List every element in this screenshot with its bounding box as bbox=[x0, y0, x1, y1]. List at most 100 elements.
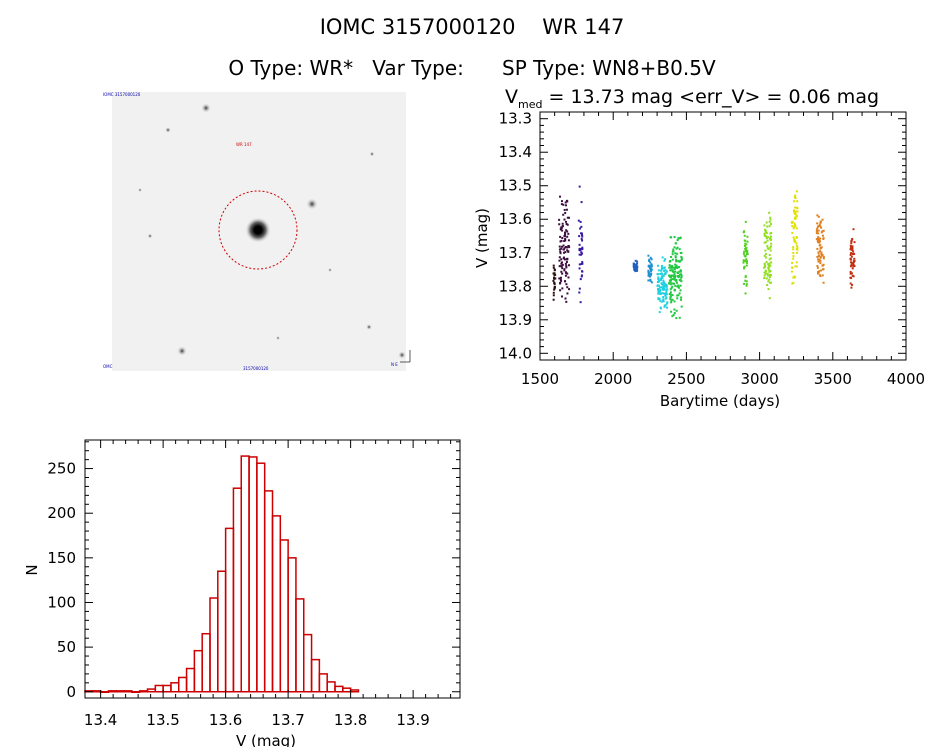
lightcurve-point bbox=[792, 276, 795, 279]
histogram-bar bbox=[232, 487, 242, 693]
lightcurve-point bbox=[663, 259, 666, 262]
lightcurve-point bbox=[649, 279, 652, 282]
lightcurve-point bbox=[821, 274, 824, 277]
lightcurve-point bbox=[578, 263, 581, 266]
lightcurve-point bbox=[559, 282, 562, 285]
lightcurve-point bbox=[822, 281, 825, 284]
lightcurve-point bbox=[852, 252, 855, 255]
lightcurve-point bbox=[560, 247, 563, 250]
lightcurve-point bbox=[659, 299, 662, 302]
lightcurve-point bbox=[674, 263, 677, 266]
lightcurve-point bbox=[793, 239, 796, 242]
lightcurve-point bbox=[763, 262, 766, 265]
lightcurve-point bbox=[746, 235, 749, 238]
lightcurve-point bbox=[553, 272, 556, 275]
lightcurve-point bbox=[743, 265, 746, 268]
lightcurve-point bbox=[744, 254, 747, 257]
lightcurve-x-axis-label: Barytime (days) bbox=[660, 392, 780, 410]
lightcurve-point bbox=[850, 272, 853, 275]
lightcurve-point bbox=[819, 224, 822, 227]
lightcurve-point bbox=[765, 277, 768, 280]
lightcurve-point bbox=[767, 288, 770, 291]
lightcurve-point bbox=[552, 291, 555, 294]
lightcurve-point bbox=[647, 254, 650, 257]
lightcurve-point bbox=[794, 225, 797, 228]
lightcurve-point bbox=[669, 283, 672, 286]
lightcurve-point bbox=[634, 266, 637, 269]
lightcurve-point bbox=[766, 245, 769, 248]
lightcurve-point bbox=[559, 235, 562, 238]
lightcurve-x-tick-label: 3000 bbox=[741, 370, 779, 388]
lightcurve-point bbox=[670, 269, 673, 272]
sky-image: IOMC 3157000120 WR 147 3157000120 OMC N … bbox=[103, 92, 411, 371]
lightcurve-point bbox=[581, 252, 584, 255]
lightcurve-point bbox=[822, 263, 825, 266]
lightcurve-point bbox=[581, 239, 584, 242]
lightcurve-point bbox=[675, 258, 678, 261]
lightcurve-point bbox=[665, 286, 668, 289]
lightcurve-point bbox=[649, 266, 652, 269]
histogram-bar bbox=[318, 673, 328, 693]
lightcurve-point bbox=[821, 230, 824, 233]
lightcurve-point bbox=[742, 260, 745, 263]
aperture-circle bbox=[218, 190, 298, 270]
lightcurve-point bbox=[560, 261, 563, 264]
lightcurve-point bbox=[794, 240, 797, 243]
lightcurve-point bbox=[562, 213, 565, 216]
lightcurve-point bbox=[660, 269, 663, 272]
lightcurve-point bbox=[657, 279, 660, 282]
lightcurve-point bbox=[672, 248, 675, 251]
lightcurve-point bbox=[662, 298, 665, 301]
lightcurve-point bbox=[580, 201, 583, 204]
lightcurve-point bbox=[567, 250, 570, 253]
magnitude-stats: Vmed = 13.73 mag <err_V> = 0.06 mag bbox=[505, 86, 879, 111]
lightcurve-point bbox=[679, 259, 682, 262]
lightcurve-point bbox=[817, 229, 820, 232]
lightcurve-x-tick-label: 1500 bbox=[521, 370, 559, 388]
histogram-bar bbox=[303, 633, 313, 693]
lightcurve-point bbox=[656, 264, 659, 267]
lightcurve-x-tick-label: 2000 bbox=[594, 370, 632, 388]
lightcurve-point bbox=[853, 241, 856, 244]
histogram-bar bbox=[209, 597, 219, 693]
lightcurve-point bbox=[819, 259, 822, 262]
lightcurve-point bbox=[672, 278, 675, 281]
lightcurve-point bbox=[675, 247, 678, 250]
lightcurve-point bbox=[559, 289, 562, 292]
lightcurve-point bbox=[744, 292, 747, 295]
lightcurve-point bbox=[849, 261, 852, 264]
histogram-bar bbox=[146, 688, 157, 693]
lightcurve-point bbox=[849, 253, 852, 256]
lightcurve-point bbox=[669, 265, 672, 268]
lightcurve-point bbox=[670, 286, 673, 289]
lightcurve-point bbox=[792, 210, 795, 213]
lightcurve-point bbox=[578, 243, 581, 246]
lightcurve-point bbox=[649, 267, 652, 270]
histogram-x-tick-label: 13.6 bbox=[209, 711, 242, 729]
lightcurve-point bbox=[559, 250, 562, 253]
lightcurve-point bbox=[657, 284, 660, 287]
lightcurve-point bbox=[559, 227, 562, 230]
lightcurve-point bbox=[795, 210, 798, 213]
lightcurve-point bbox=[768, 270, 771, 273]
lightcurve-point bbox=[679, 270, 682, 273]
lightcurve-point bbox=[663, 305, 666, 308]
lightcurve-point bbox=[672, 275, 675, 278]
lightcurve-point bbox=[816, 264, 819, 267]
field-star bbox=[177, 346, 187, 356]
lightcurve-point bbox=[648, 258, 651, 261]
lightcurve-point bbox=[765, 235, 768, 238]
lightcurve-point bbox=[851, 274, 854, 277]
lightcurve-y-tick-label: 13.4 bbox=[499, 143, 532, 161]
lightcurve-point bbox=[849, 282, 852, 285]
lightcurve-point bbox=[678, 279, 681, 282]
lightcurve-point bbox=[851, 245, 854, 248]
lightcurve-point bbox=[664, 304, 667, 307]
lightcurve-point bbox=[566, 272, 569, 275]
lightcurve-point bbox=[816, 227, 819, 230]
lightcurve-point bbox=[661, 283, 664, 286]
lightcurve-point bbox=[566, 249, 569, 252]
lightcurve-point bbox=[849, 272, 852, 275]
lightcurve-y-tick-label: 13.6 bbox=[499, 210, 532, 228]
lightcurve-y-tick-label: 14.0 bbox=[499, 344, 532, 362]
